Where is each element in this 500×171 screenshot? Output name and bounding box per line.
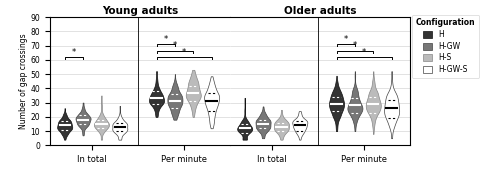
Title: Older adults: Older adults	[284, 6, 356, 16]
Text: *: *	[164, 35, 168, 44]
Text: *: *	[182, 48, 186, 57]
Text: *: *	[173, 41, 177, 50]
Text: *: *	[353, 41, 357, 50]
Legend: H, H-GW, H-S, H-GW-S: H, H-GW, H-S, H-GW-S	[412, 15, 479, 78]
Title: Young adults: Young adults	[102, 6, 178, 16]
Y-axis label: Number of gap crossings: Number of gap crossings	[18, 33, 28, 129]
Text: *: *	[344, 35, 348, 44]
Text: *: *	[362, 48, 366, 57]
Text: *: *	[72, 48, 76, 57]
